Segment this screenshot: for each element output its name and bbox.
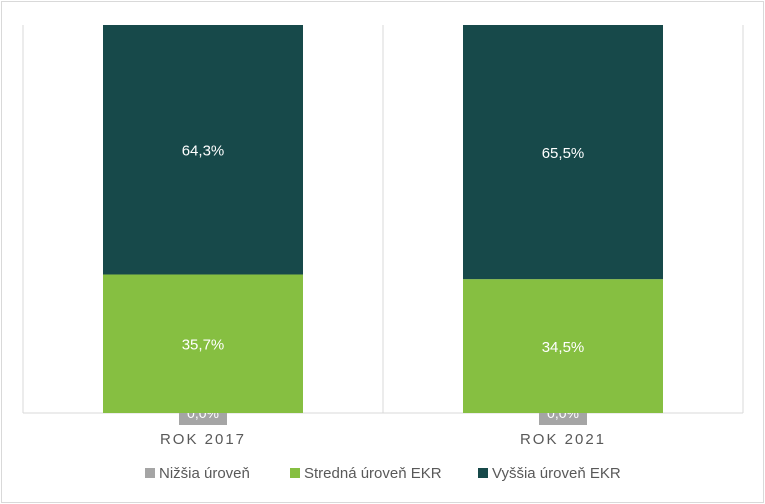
legend-label: Nižšia úroveň (159, 465, 250, 482)
legend-label: Stredná úroveň EKR (304, 465, 442, 482)
x-tick-label: ROK 2017 (160, 431, 246, 448)
legend-swatch (478, 468, 488, 478)
bar-segment (103, 274, 303, 413)
legend-swatch (290, 468, 300, 478)
data-label: 35,7% (182, 337, 225, 354)
x-tick-label: ROK 2021 (520, 431, 606, 448)
data-label: 65,5% (542, 145, 585, 162)
bar-segment (463, 25, 663, 280)
bar-segment (103, 25, 303, 275)
legend-swatch (145, 468, 155, 478)
data-label: 64,3% (182, 143, 225, 160)
data-label: 34,5% (542, 339, 585, 356)
bar-segment (463, 279, 663, 413)
legend-label: Vyššia úroveň EKR (492, 465, 621, 482)
